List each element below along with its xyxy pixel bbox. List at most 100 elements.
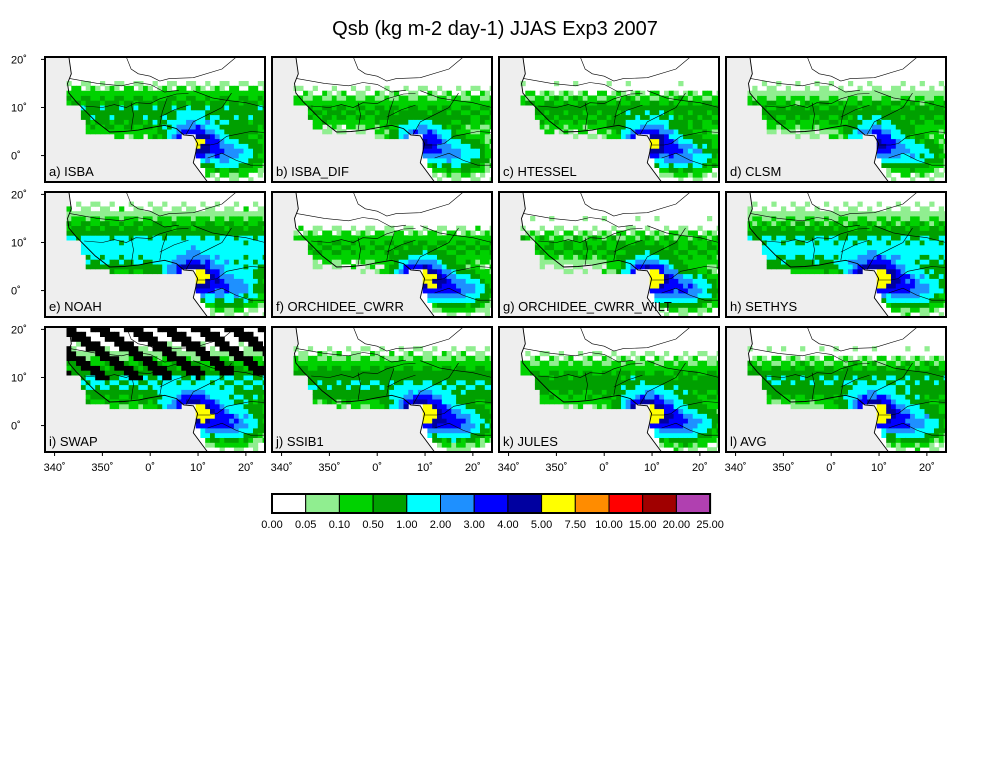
country-border bbox=[412, 227, 459, 270]
coastline bbox=[67, 192, 265, 317]
country-border bbox=[412, 362, 459, 405]
map-panel: h) SETHYS bbox=[725, 191, 947, 318]
map-panel: l) AVG bbox=[725, 326, 947, 453]
panel-frame bbox=[725, 191, 947, 318]
country-border bbox=[874, 360, 946, 378]
country-border bbox=[807, 57, 918, 82]
colorbar-frame bbox=[271, 493, 712, 514]
country-border bbox=[811, 102, 815, 131]
longitude-tick-label: 340˚ bbox=[44, 462, 66, 474]
coastline bbox=[294, 192, 492, 317]
country-border bbox=[197, 401, 265, 416]
country-border bbox=[584, 237, 588, 266]
longitude-tick-label: 340˚ bbox=[271, 462, 293, 474]
panel-label: g) ORCHIDEE_CWRR_WILT bbox=[503, 299, 672, 314]
country-border bbox=[647, 90, 719, 108]
country-border bbox=[207, 287, 265, 301]
country-border bbox=[878, 401, 946, 416]
country-border bbox=[580, 57, 691, 82]
colorbar-level-label: 1.00 bbox=[396, 519, 417, 531]
latitude-tick-label: 20˚ bbox=[11, 189, 27, 201]
country-border bbox=[84, 363, 189, 378]
country-border bbox=[888, 287, 946, 301]
country-border bbox=[130, 102, 134, 131]
longitude-tick-label: 350˚ bbox=[318, 462, 340, 474]
country-border bbox=[126, 57, 237, 82]
country-border bbox=[647, 225, 719, 243]
coastline bbox=[294, 327, 492, 452]
country-border bbox=[840, 98, 849, 126]
longitude-tick-label: 340˚ bbox=[498, 462, 520, 474]
country-border bbox=[420, 90, 492, 108]
country-border bbox=[651, 266, 719, 281]
country-border bbox=[765, 363, 870, 378]
country-border bbox=[874, 90, 946, 108]
country-border bbox=[811, 372, 815, 401]
country-border bbox=[420, 225, 492, 243]
country-border bbox=[69, 213, 179, 228]
figure-title: Qsb (kg m-2 day-1) JJAS Exp3 2007 bbox=[332, 18, 658, 40]
longitude-tick-label: 10˚ bbox=[417, 462, 433, 474]
colorbar-swatch bbox=[574, 493, 610, 514]
panel-frame bbox=[44, 191, 266, 318]
country-border bbox=[386, 368, 395, 396]
map-panel: b) ISBA_DIF bbox=[271, 56, 493, 183]
coastline bbox=[748, 57, 946, 182]
country-border bbox=[386, 233, 395, 261]
country-border bbox=[386, 98, 395, 126]
longitude-tick-label: 20˚ bbox=[692, 462, 708, 474]
country-border bbox=[750, 78, 860, 93]
longitude-tick-label: 0˚ bbox=[372, 462, 382, 474]
colorbar-swatch bbox=[642, 493, 677, 514]
longitude-tick-label: 20˚ bbox=[238, 462, 254, 474]
country-border bbox=[840, 368, 849, 396]
panel-frame bbox=[725, 56, 947, 183]
country-border bbox=[613, 374, 643, 388]
longitude-tick-label: 350˚ bbox=[772, 462, 794, 474]
coastline bbox=[294, 57, 492, 182]
country-border bbox=[647, 360, 719, 378]
country-border bbox=[523, 78, 633, 93]
country-border bbox=[311, 228, 416, 243]
coastline bbox=[748, 327, 946, 452]
runoff-field bbox=[520, 351, 719, 452]
colorbar-swatch bbox=[305, 493, 340, 514]
coastline bbox=[521, 327, 719, 452]
panel-label: h) SETHYS bbox=[730, 299, 798, 314]
colorbar-level-label: 20.00 bbox=[663, 519, 691, 531]
country-border bbox=[197, 266, 265, 281]
country-border bbox=[765, 228, 870, 243]
country-border bbox=[159, 104, 189, 118]
colorbar-level-label: 3.00 bbox=[463, 519, 484, 531]
country-border bbox=[651, 131, 719, 146]
country-border bbox=[613, 104, 643, 118]
country-border bbox=[538, 93, 643, 108]
country-border bbox=[639, 362, 686, 405]
country-border bbox=[878, 131, 946, 146]
latitude-tick-label: 10˚ bbox=[11, 238, 27, 250]
country-border bbox=[159, 368, 168, 396]
country-border bbox=[840, 104, 870, 118]
colorbar-level-label: 0.50 bbox=[362, 519, 383, 531]
country-border bbox=[357, 237, 361, 266]
country-border bbox=[661, 422, 719, 436]
country-border bbox=[296, 213, 406, 228]
map-panel: i) SWAP bbox=[44, 326, 266, 453]
latitude-tick-label: 10˚ bbox=[11, 103, 27, 115]
country-border bbox=[386, 239, 416, 253]
latitude-tick-label: 10˚ bbox=[11, 373, 27, 385]
colorbar-swatch bbox=[338, 493, 374, 514]
map-panel: e) NOAH bbox=[44, 191, 266, 318]
country-border bbox=[353, 192, 464, 217]
country-border bbox=[130, 237, 134, 266]
country-border bbox=[538, 228, 643, 243]
country-border bbox=[412, 92, 459, 135]
latitude-tick-label: 0˚ bbox=[11, 286, 21, 298]
panel-label: i) SWAP bbox=[49, 434, 98, 449]
country-border bbox=[386, 374, 416, 388]
country-border bbox=[353, 57, 464, 82]
country-border bbox=[296, 348, 406, 363]
country-border bbox=[584, 102, 588, 131]
colorbar-level-label: 0.10 bbox=[329, 519, 350, 531]
coastline bbox=[67, 327, 265, 452]
